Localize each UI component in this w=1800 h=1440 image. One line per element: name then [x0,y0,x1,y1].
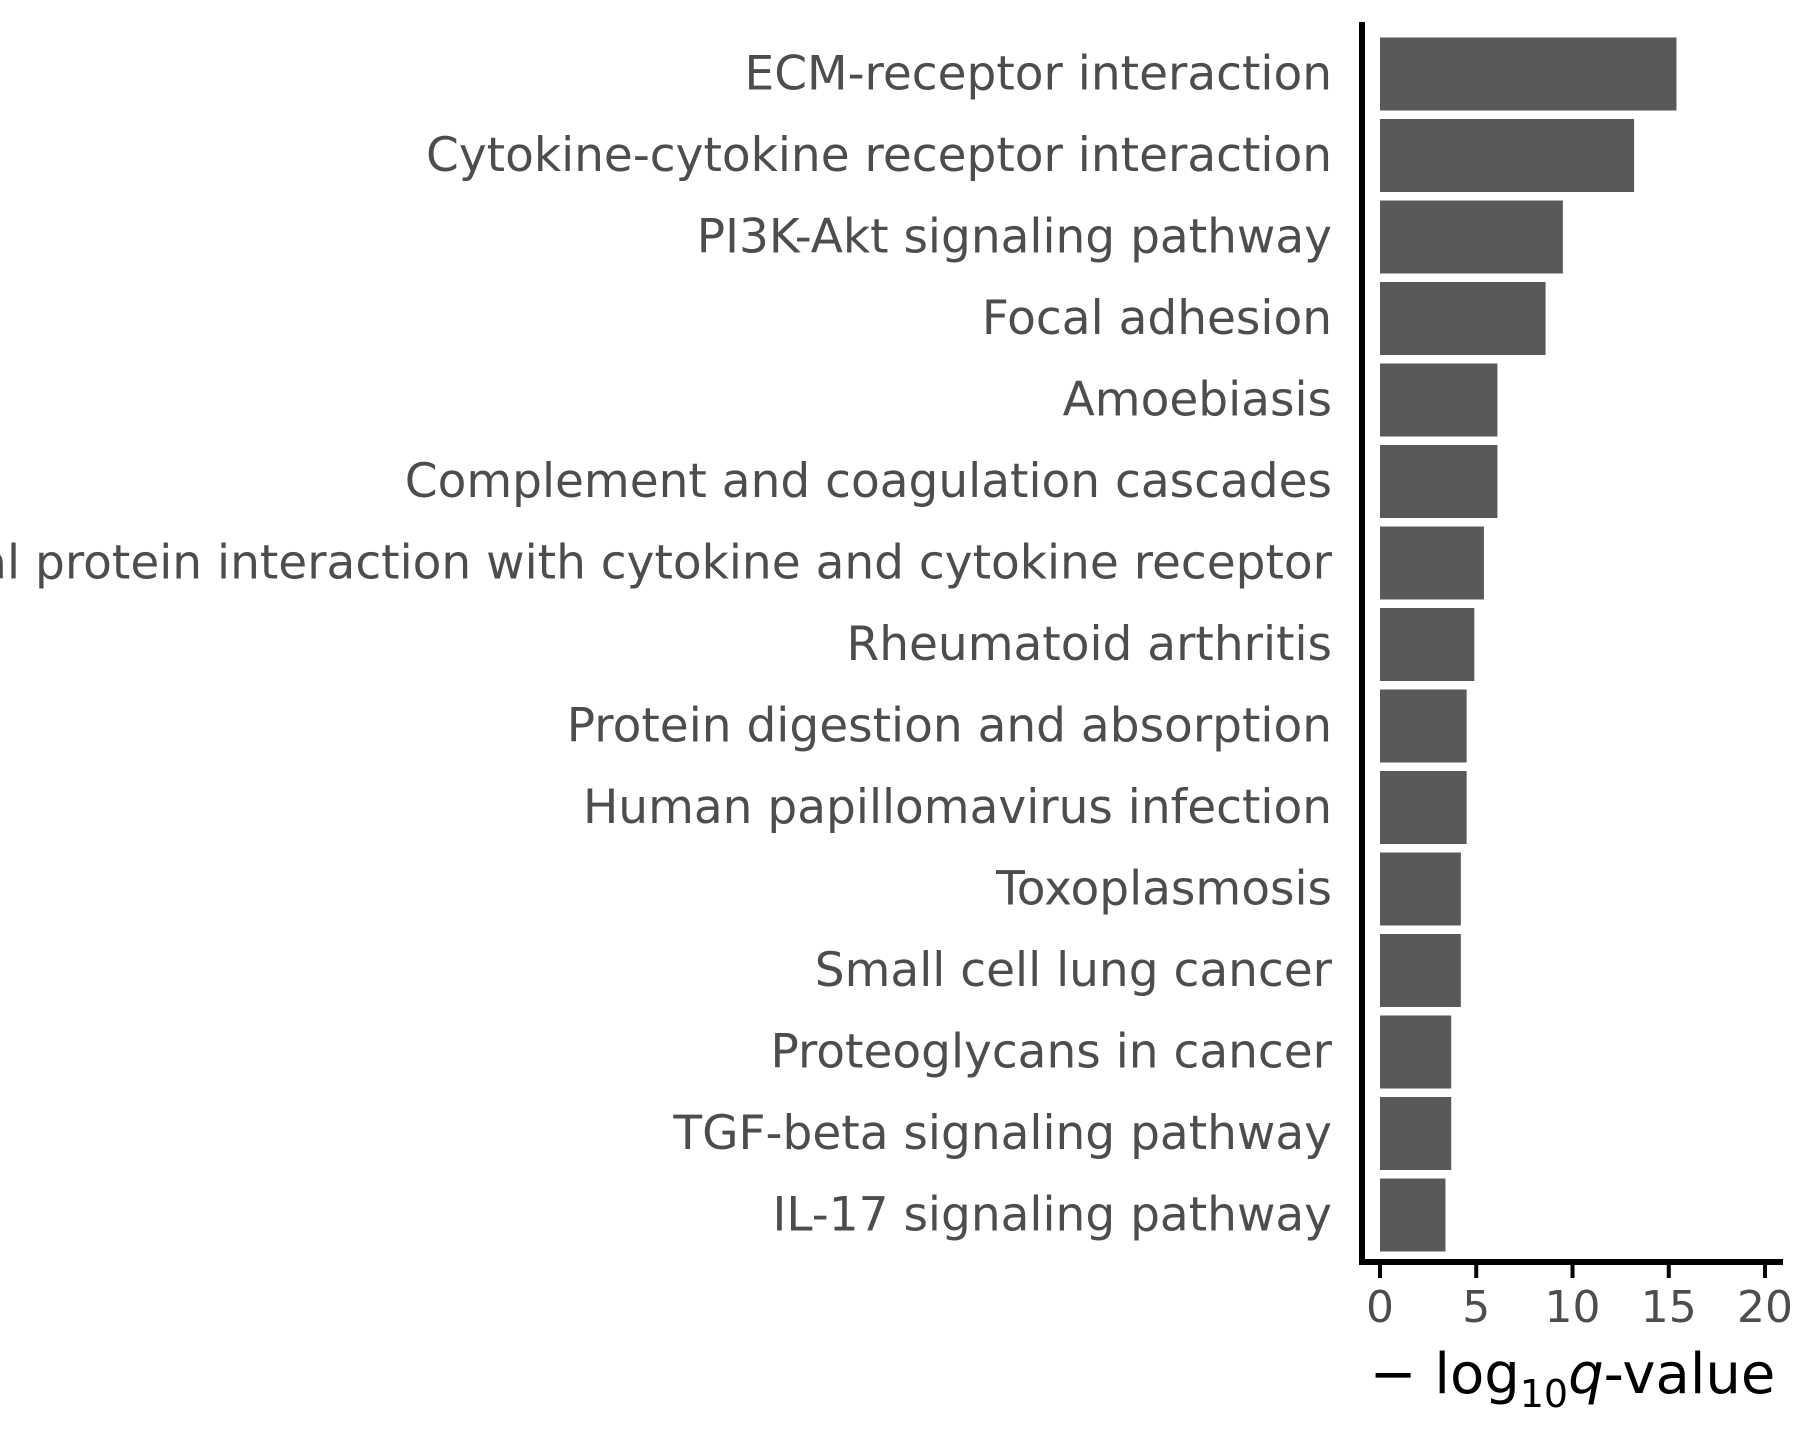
x-axis-title: − log10q-value [1370,1342,1776,1416]
category-label: Amoebiasis [1063,373,1332,428]
bar [1380,852,1461,926]
x-tick-label: 20 [1737,1282,1793,1333]
bar [1380,445,1498,518]
category-label: PI3K-Akt signaling pathway [697,210,1332,265]
x-tick-label: 10 [1545,1282,1601,1333]
bar [1380,37,1677,111]
x-tick-label: 0 [1366,1282,1394,1333]
category-label: ECM-receptor interaction [745,47,1332,102]
category-labels: ECM-receptor interaction Cytokine-cytokin… [0,47,1333,1243]
bar [1380,526,1484,600]
bar [1380,934,1461,1007]
category-label: Toxoplasmosis [995,862,1332,917]
bar [1380,363,1498,437]
bar [1380,608,1475,681]
bar [1380,282,1546,355]
bar [1380,689,1467,763]
bar [1380,771,1467,844]
x-axis-title-variable: q [1568,1342,1604,1407]
category-label: Proteoglycans in cancer [770,1025,1332,1080]
bar [1380,1015,1452,1089]
category-label: Rheumatoid arthritis [847,617,1332,672]
x-axis-title-suffix: -value [1604,1342,1776,1407]
bars-layer [1380,37,1677,1252]
x-tick-label: 5 [1462,1282,1490,1333]
x-axis-title-prefix: − log [1370,1342,1520,1407]
bar [1380,200,1563,274]
category-label: Complement and coagulation cascades [405,454,1332,509]
bar [1380,1097,1452,1170]
category-label: TGF-beta signaling pathway [672,1106,1332,1161]
category-label: IL-17 signaling pathway [773,1188,1332,1243]
category-label: Small cell lung cancer [815,943,1333,998]
x-axis-ticks: 0 5 10 15 20 [1366,1262,1793,1333]
x-tick-label: 15 [1641,1282,1697,1333]
x-axis-title-subscript: 10 [1520,1372,1568,1416]
category-label: Protein digestion and absorption [567,699,1332,754]
category-label: Viral protein interaction with cytokine … [0,536,1333,591]
bar [1380,119,1635,192]
category-label: Focal adhesion [982,291,1332,346]
category-label: Cytokine-cytokine receptor interaction [426,128,1332,183]
bar [1380,1178,1446,1252]
category-label: Human papillomavirus infection [583,780,1332,835]
